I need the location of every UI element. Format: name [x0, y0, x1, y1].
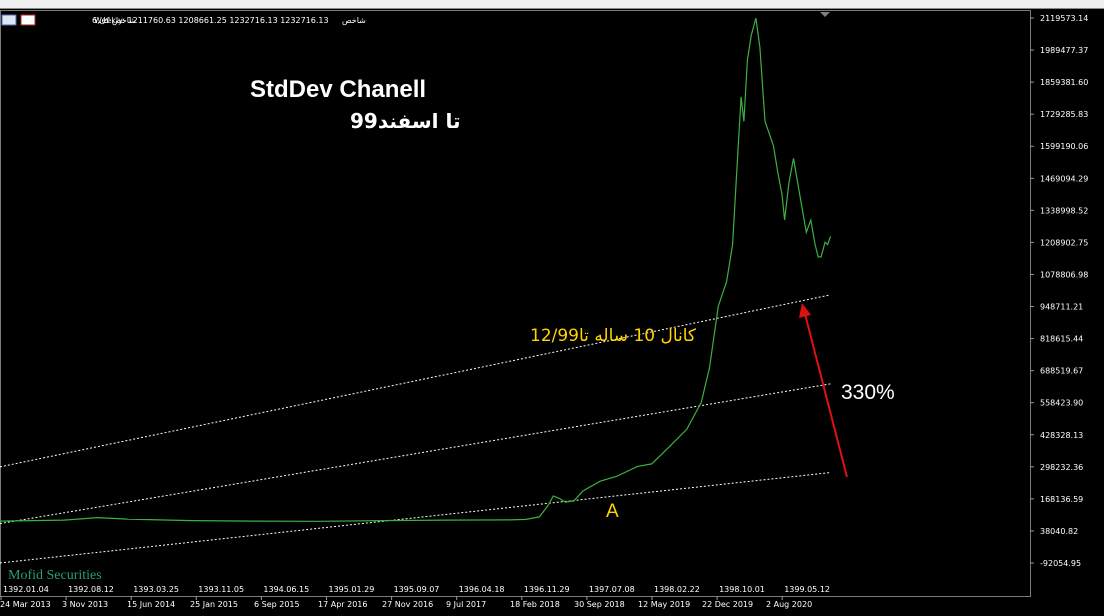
- x-tick-label-top: 1393.11.05: [198, 585, 244, 594]
- window-top-bar: [0, 0, 1104, 9]
- annotation-subtitle: تا اسفند99: [350, 109, 460, 133]
- x-tick-label-top: 1396.04.18: [459, 585, 505, 594]
- x-tick-label-bottom: 9 Jul 2017: [446, 600, 486, 609]
- y-tick-label: -92054.95: [1040, 559, 1081, 568]
- y-tick-label: 298232.36: [1040, 463, 1083, 472]
- x-tick-label-top: 1394.06.15: [263, 585, 309, 594]
- x-tick-label-bottom: 24 Mar 2013: [0, 600, 51, 609]
- x-tick-label-bottom: 12 May 2019: [638, 600, 690, 609]
- x-tick-label-bottom: 22 Dec 2019: [702, 600, 753, 609]
- x-tick-label-bottom: 6 Sep 2015: [254, 600, 300, 609]
- y-tick-label: 818615.44: [1040, 335, 1083, 344]
- plot-frame: [0, 10, 1031, 597]
- x-tick-label-bottom: 2 Aug 2020: [766, 600, 812, 609]
- price-line: [0, 17, 832, 522]
- x-tick-label-top: 1395.09.07: [394, 585, 440, 594]
- x-tick-label-top: 1398.02.22: [654, 585, 700, 594]
- x-tick-label-top: 1395.01.29: [329, 585, 375, 594]
- y-tick-label: 1208902.75: [1040, 238, 1088, 247]
- percent-label: 330%: [841, 381, 895, 404]
- x-tick-label-top: 1392.01.04: [3, 585, 49, 594]
- y-tick-label: 1859381.60: [1040, 78, 1088, 87]
- x-tick-label-top: 1398.10.01: [719, 585, 765, 594]
- x-tick-label-bottom: 18 Feb 2018: [510, 600, 560, 609]
- arrow-head-icon: [799, 303, 811, 318]
- header-info: Weekly: 1211760.63 1208661.25 1232716.13…: [94, 16, 329, 25]
- grid-icon[interactable]: [1, 14, 17, 26]
- flag-icon[interactable]: [20, 14, 36, 26]
- y-tick-label: 2119573.14: [1040, 14, 1088, 23]
- y-tick-label: 1599190.06: [1040, 142, 1088, 151]
- channel-line: [0, 383, 831, 525]
- x-tick-label-bottom: 25 Jan 2015: [190, 600, 238, 609]
- x-tick-label-bottom: 27 Nov 2016: [382, 600, 433, 609]
- channel-line: [0, 294, 831, 468]
- x-tick-label-top: 1393.03.25: [133, 585, 179, 594]
- y-tick-label: 428328.13: [1040, 431, 1083, 440]
- x-tick-label-top: 1392.08.12: [68, 585, 114, 594]
- y-tick-label: 1989477.37: [1040, 46, 1088, 55]
- x-tick-label-top: 1396.11.29: [524, 585, 570, 594]
- y-tick-label: 1469094.29: [1040, 174, 1088, 183]
- x-tick-label-bottom: 3 Nov 2013: [62, 600, 108, 609]
- x-tick-label-top: 1397.07.08: [589, 585, 635, 594]
- scroll-marker-icon[interactable]: [820, 12, 830, 17]
- x-tick-label-bottom: 30 Sep 2018: [574, 600, 625, 609]
- x-tick-label-bottom: 17 Apr 2016: [318, 600, 367, 609]
- header-indicator: شاخص: [342, 16, 366, 25]
- y-tick-label: 1729285.83: [1040, 110, 1088, 119]
- x-tick-label-top: 1399.05.12: [784, 585, 830, 594]
- channel-label: کانال 10 ساله تا12/99: [530, 326, 697, 346]
- y-tick-label: 168136.59: [1040, 495, 1083, 504]
- y-tick-label: 948711.21: [1040, 303, 1083, 312]
- growth-arrow: [804, 313, 848, 478]
- y-tick-label: 558423.90: [1040, 399, 1083, 408]
- channel-line: [0, 472, 831, 564]
- annotation-title: StdDev Chanell: [250, 76, 426, 103]
- header-symbol: شاخص کل,6: [92, 16, 136, 25]
- x-tick-label-bottom: 15 Jun 2014: [127, 600, 175, 609]
- watermark: Mofid Securities: [8, 568, 102, 583]
- y-tick-label: 38040.82: [1040, 527, 1078, 536]
- y-tick-label: 1078806.98: [1040, 270, 1088, 279]
- y-tick-label: 1338998.52: [1040, 206, 1088, 215]
- point-label: A: [606, 501, 619, 522]
- y-tick-label: 688519.67: [1040, 367, 1083, 376]
